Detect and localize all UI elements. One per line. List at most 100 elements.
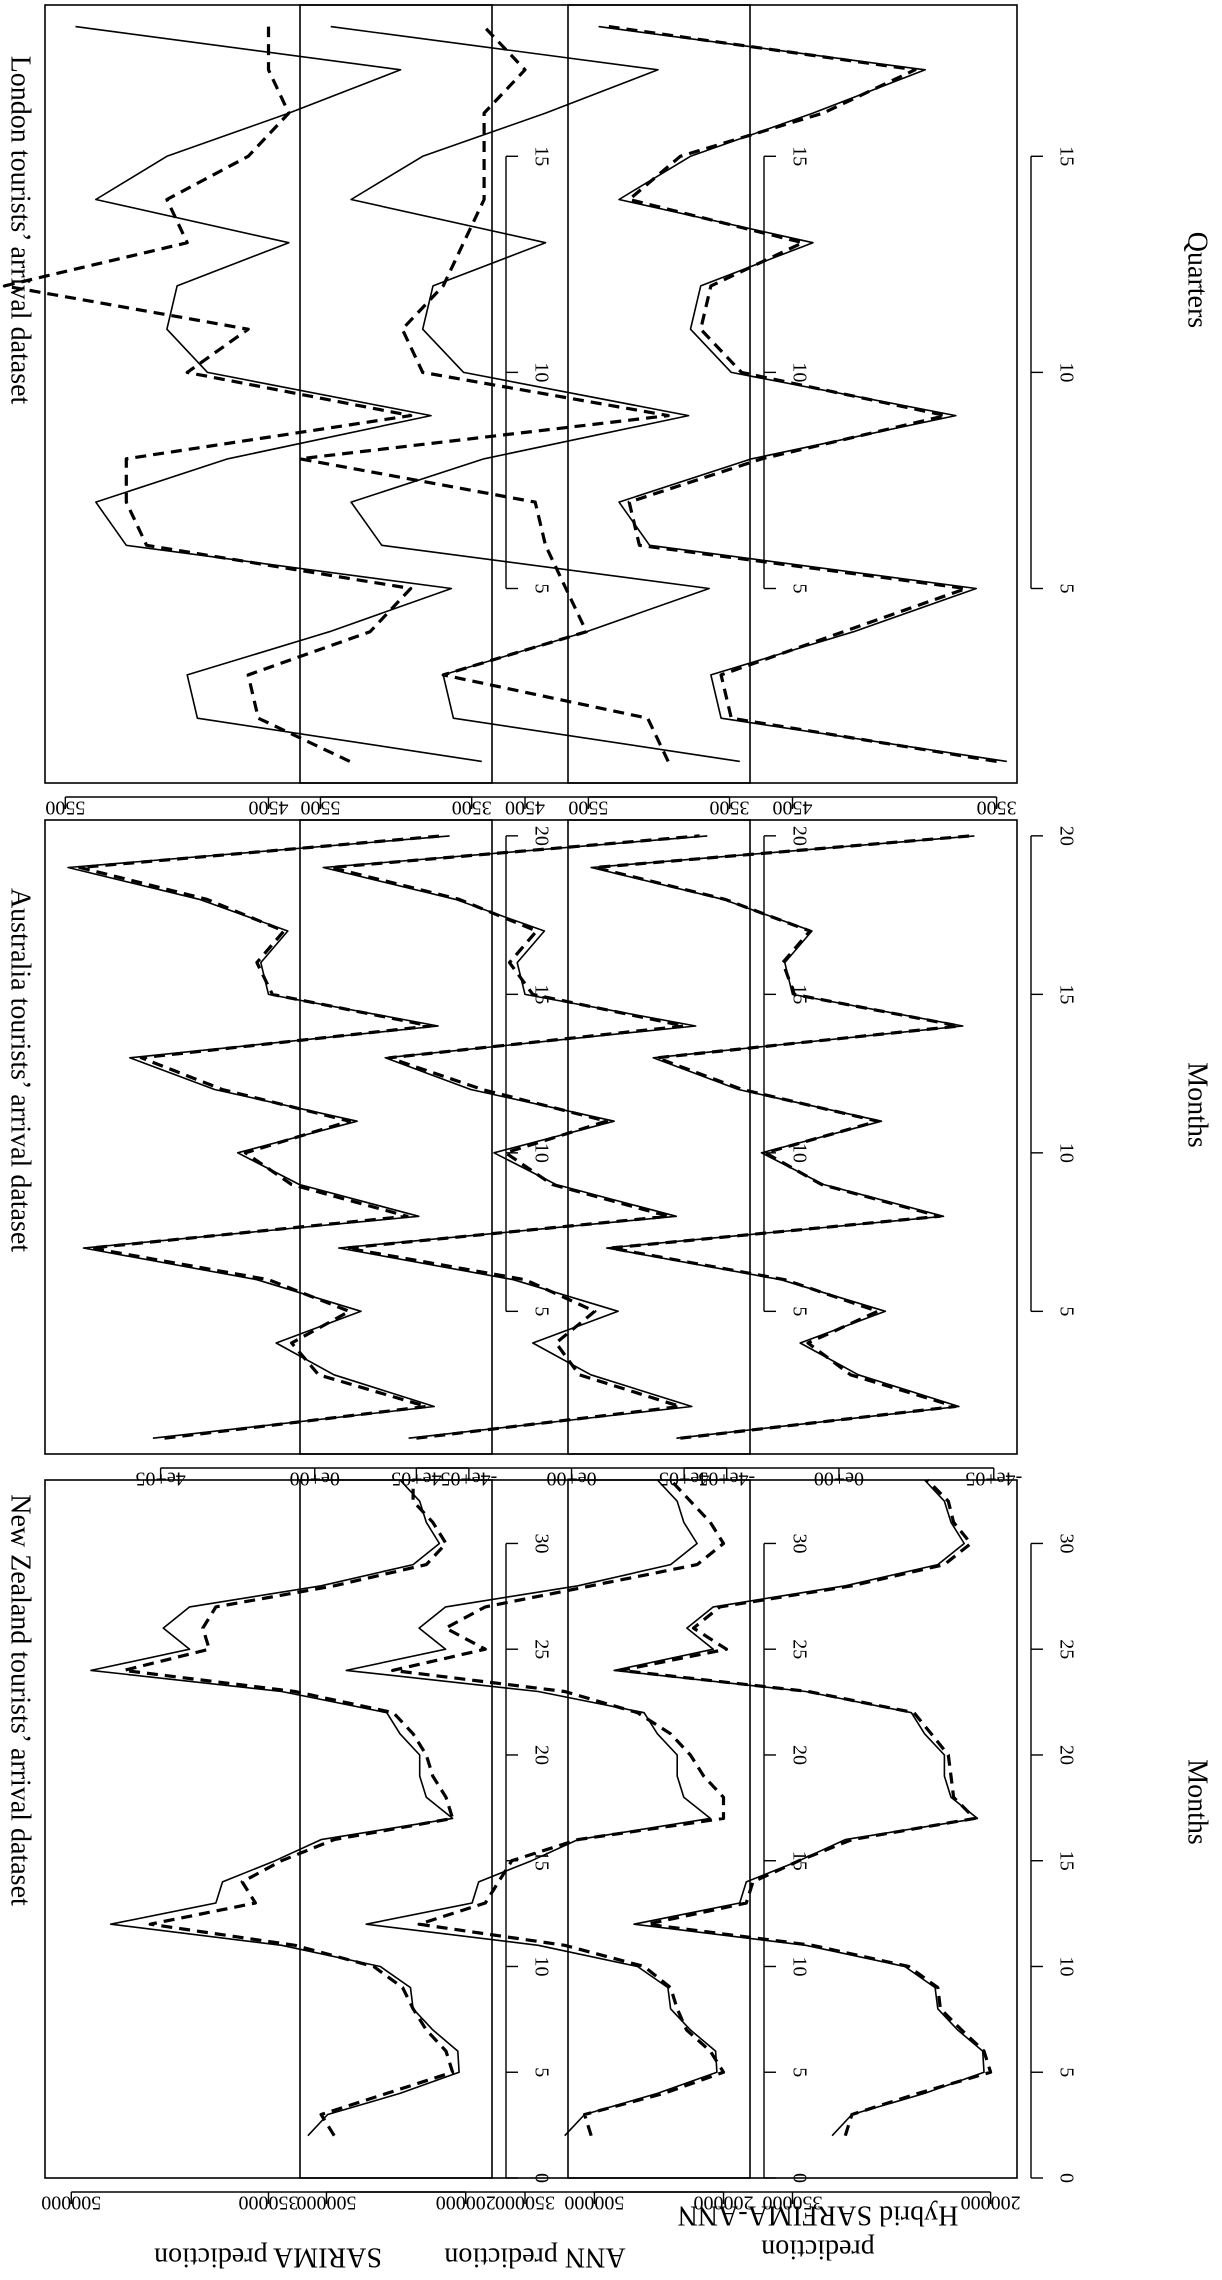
- y-tick-label: 350000: [495, 2191, 555, 2213]
- series-prediction-new-zealand: [391, 1478, 726, 2137]
- y-tick-label: 4e+05: [659, 1467, 709, 1489]
- y-tick-label: 0e+00: [290, 1467, 340, 1489]
- x-tick-label: 10: [1055, 362, 1077, 382]
- series-actual-london: [330, 25, 740, 763]
- series-actual-london: [75, 25, 482, 763]
- x-tick-label: 15: [530, 984, 552, 1004]
- x-tick-label: 25: [788, 1639, 810, 1659]
- x-tick-label: 10: [530, 1143, 552, 1163]
- x-tick-label: 5: [1055, 2067, 1077, 2077]
- x-tick-label: 30: [1055, 1533, 1077, 1553]
- x-tick-label: 5: [530, 2067, 552, 2077]
- y-tick-label: 5500: [45, 796, 85, 818]
- y-tick-label: 4500: [505, 796, 545, 818]
- y-tick-label: 500000: [41, 2191, 101, 2213]
- panel-london-ann: 3500 4500 5500 5 10 15: [298, 4, 810, 818]
- y-tick-label: 200000: [961, 2191, 1021, 2213]
- x-tick-label: 25: [1055, 1639, 1077, 1659]
- y-tick-label: 500000: [564, 2191, 624, 2213]
- y-tick-label: 0e+00: [814, 1467, 864, 1489]
- series-prediction-london: [298, 25, 670, 763]
- y-tick-label: 200000: [694, 2191, 754, 2213]
- plot-frame: [299, 819, 751, 1455]
- x-tick-label: 15: [1055, 146, 1077, 166]
- y-tick-label: -4e+05: [698, 1467, 755, 1489]
- x-tick-label: 30: [530, 1533, 552, 1553]
- series-prediction-london: [2, 26, 413, 763]
- plot-frame: [299, 1479, 751, 2179]
- plot-frame: [567, 4, 1018, 784]
- series-actual-new-zealand: [345, 1479, 718, 2137]
- x-tick-label: 10: [788, 1956, 810, 1976]
- y-tick-label: -4e+05: [440, 1467, 497, 1489]
- x-tick-label: 20: [1055, 826, 1077, 846]
- x-tick-label: 10: [788, 362, 810, 382]
- row-label-sarima-prediction: SARIMA prediction: [154, 2242, 382, 2273]
- panel-new-zealand-hybrid-sarfima-ann: 200000 350000 500000 0 5 10 15 20 25 30: [564, 1478, 1077, 2213]
- series-prediction-australia: [329, 834, 700, 1440]
- x-tick-label: 15: [1055, 984, 1077, 1004]
- x-tick-label: 20: [788, 1745, 810, 1765]
- series-actual-australia: [67, 835, 450, 1439]
- y-tick-label: -4e+05: [965, 1467, 1022, 1489]
- plot-frame: [567, 1479, 1018, 2179]
- x-tick-label: 5: [788, 2067, 810, 2077]
- x-tick-label: 10: [530, 362, 552, 382]
- y-tick-label: 5500: [568, 796, 608, 818]
- y-tick-label: 500000: [296, 2191, 356, 2213]
- row-label-hybrid-sarfima-ann-prediction: prediction: [761, 2234, 875, 2265]
- panel-australia-sarima: -4e+05 0e+00 4e+05 5 10 15 20: [44, 819, 552, 1489]
- x-tick-label: 5: [530, 1306, 552, 1316]
- series-prediction-london: [608, 25, 997, 763]
- series-actual-australia: [322, 835, 708, 1439]
- y-tick-label: 4e+05: [136, 1467, 186, 1489]
- x-tick-label: 15: [788, 146, 810, 166]
- column-title-australia-tourists-arrival-dataset: Australia tourists’ arrival dataset: [5, 888, 36, 1252]
- row-label-ann-prediction: ANN prediction: [444, 2242, 625, 2273]
- x-tick-label: 20: [1055, 1745, 1077, 1765]
- x-tick-label: 5: [1055, 1306, 1077, 1316]
- panel-australia-hybrid-sarfima-ann: -4e+05 0e+00 4e+05 5 10 15 20: [567, 819, 1077, 1489]
- plot-frame: [44, 1479, 493, 2179]
- series-prediction-new-zealand: [619, 1478, 993, 2137]
- series-prediction-australia: [593, 834, 971, 1440]
- x-tick-label: 5: [1055, 584, 1077, 594]
- y-tick-label: 4e+05: [391, 1467, 441, 1489]
- y-tick-label: 5500: [300, 796, 340, 818]
- x-tick-label: 10: [1055, 1956, 1077, 1976]
- series-actual-london: [598, 25, 1007, 763]
- x-axis-title-months: Months: [1182, 1759, 1213, 1845]
- x-tick-label: 20: [788, 826, 810, 846]
- y-tick-label: 4500: [773, 796, 813, 818]
- y-tick-label: 3500: [977, 796, 1017, 818]
- x-tick-label: 20: [530, 1745, 552, 1765]
- x-tick-label: 5: [788, 1306, 810, 1316]
- x-tick-label: 20: [530, 826, 552, 846]
- x-axis-title-quarters: Quarters: [1182, 232, 1213, 328]
- plot-frame: [44, 4, 493, 784]
- x-tick-label: 10: [1055, 1143, 1077, 1163]
- series-actual-new-zealand: [613, 1479, 985, 2137]
- x-tick-label: 0: [1055, 2173, 1077, 2183]
- x-tick-label: 15: [530, 1851, 552, 1871]
- x-tick-label: 15: [530, 146, 552, 166]
- y-tick-label: 350000: [239, 2191, 299, 2213]
- plot-frame: [44, 819, 493, 1455]
- panel-london-hybrid-sarfima-ann: 3500 4500 5500 5 10 15: [567, 4, 1077, 818]
- y-tick-label: 350000: [763, 2191, 823, 2213]
- column-title-new-zealand-tourists-arrival-dataset: New Zealand tourists’ arrival dataset: [5, 1494, 36, 1906]
- y-tick-label: 4500: [249, 796, 289, 818]
- column-title-london-tourists-arrival-dataset: London tourists’ arrival dataset: [5, 56, 36, 405]
- x-axis-title-months: Months: [1182, 1062, 1213, 1148]
- x-tick-label: 10: [530, 1956, 552, 1976]
- series-actual-australia: [590, 835, 975, 1439]
- x-tick-label: 30: [788, 1533, 810, 1553]
- y-tick-label: 0e+00: [546, 1467, 596, 1489]
- x-tick-label: 10: [788, 1143, 810, 1163]
- y-tick-label: 200000: [436, 2191, 496, 2213]
- y-tick-label: 3500: [452, 796, 492, 818]
- x-tick-label: 5: [530, 584, 552, 594]
